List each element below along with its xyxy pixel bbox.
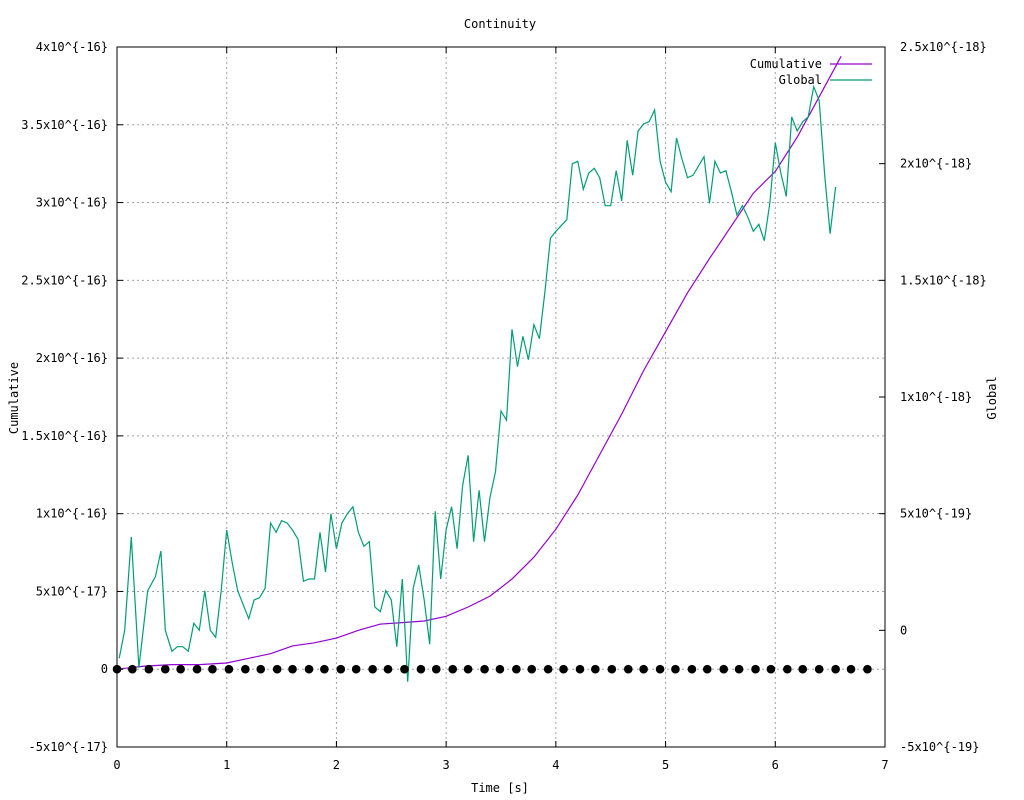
y-axis-left-label: Cumulative [7, 362, 21, 434]
y-left-tick-label: 2x10^{-16} [36, 351, 108, 365]
y-right-tick-label: 1x10^{-18} [900, 390, 972, 404]
marker-point [241, 664, 250, 674]
x-tick-label: 5 [662, 758, 669, 772]
y-right-tick-label: 0 [900, 623, 907, 637]
marker-point [543, 664, 553, 674]
marker-point [272, 664, 282, 674]
marker-point [495, 664, 505, 674]
marker-point [463, 664, 473, 674]
legend: Cumulative Global [750, 57, 872, 87]
marker-point [304, 664, 314, 674]
marker-point [400, 664, 409, 674]
marker-point [320, 664, 329, 674]
y-left-tick-label: 4x10^{-16} [36, 40, 108, 54]
marker-point [655, 664, 665, 674]
marker-point [559, 664, 568, 674]
y-left-tick-label: 1.5x10^{-16} [21, 429, 108, 443]
marker-point [176, 664, 185, 674]
x-tick-label: 0 [113, 758, 120, 772]
marker-point [591, 664, 600, 674]
marker-point [687, 664, 697, 674]
marker-point [208, 664, 217, 674]
marker-point [512, 664, 521, 674]
marker-point [766, 664, 776, 674]
marker-point [814, 664, 824, 674]
marker-point [448, 664, 458, 674]
marker-point [527, 664, 537, 674]
marker-point [336, 664, 346, 674]
marker-point [671, 664, 680, 674]
series-layer [112, 56, 872, 682]
y-axis-right-label: Global [985, 376, 999, 419]
marker-point [288, 664, 297, 674]
marker-point [383, 664, 393, 674]
legend-label: Global [779, 73, 822, 87]
marker-point [256, 664, 266, 674]
y-left-tick-label: 0 [101, 662, 108, 676]
axis-ticks: 0 1 2 3 4 5 6 7 -5x10^{-17} 0 5x10^{-17} 1x10^{-16}… [21, 40, 986, 772]
y-right-tick-label: 2.5x10^{-18} [900, 40, 987, 54]
marker-point [480, 664, 489, 674]
marker-point [751, 664, 760, 674]
marker-point [639, 664, 648, 674]
marker-point [719, 664, 729, 674]
marker-point [144, 664, 154, 674]
x-tick-label: 1 [223, 758, 230, 772]
marker-point [160, 664, 170, 674]
marker-point [431, 664, 441, 674]
y-left-tick-label: -5x10^{-17} [29, 740, 108, 754]
marker-point [224, 664, 234, 674]
marker-point [607, 664, 617, 674]
y-right-tick-label: -5x10^{-19} [900, 740, 979, 754]
x-tick-label: 4 [552, 758, 559, 772]
y-left-tick-label: 5x10^{-17} [36, 584, 108, 598]
marker-point [702, 664, 712, 674]
x-tick-label: 2 [333, 758, 340, 772]
y-left-tick-label: 2.5x10^{-16} [21, 273, 108, 287]
y-left-tick-label: 3x10^{-16} [36, 196, 108, 210]
y-right-tick-label: 2x10^{-18} [900, 157, 972, 171]
marker-point [128, 664, 137, 674]
y-right-tick-label: 5x10^{-19} [900, 507, 972, 521]
x-tick-label: 3 [443, 758, 450, 772]
legend-label: Cumulative [750, 57, 822, 71]
grid-lines [117, 47, 885, 747]
cumulative-series-line [116, 56, 842, 670]
global-series-line [118, 84, 837, 682]
marker-point [846, 664, 856, 674]
plot-frame [116, 46, 886, 748]
marker-point [416, 664, 426, 674]
y-left-tick-label: 3.5x10^{-16} [21, 118, 108, 132]
x-tick-label: 7 [881, 758, 888, 772]
marker-point [368, 664, 377, 674]
chart-title: Continuity [464, 17, 536, 31]
marker-point [623, 664, 633, 674]
marker-point [783, 664, 792, 674]
marker-point [798, 664, 808, 674]
marker-point [863, 664, 872, 674]
y-right-tick-label: 1.5x10^{-18} [900, 273, 987, 287]
marker-point [575, 664, 585, 674]
y-left-tick-label: 1x10^{-16} [36, 507, 108, 521]
x-tick-label: 6 [772, 758, 779, 772]
marker-point [831, 664, 840, 674]
x-axis-label: Time [s] [471, 781, 529, 795]
marker-point [734, 664, 744, 674]
marker-point [192, 664, 202, 674]
marker-point [351, 664, 361, 674]
